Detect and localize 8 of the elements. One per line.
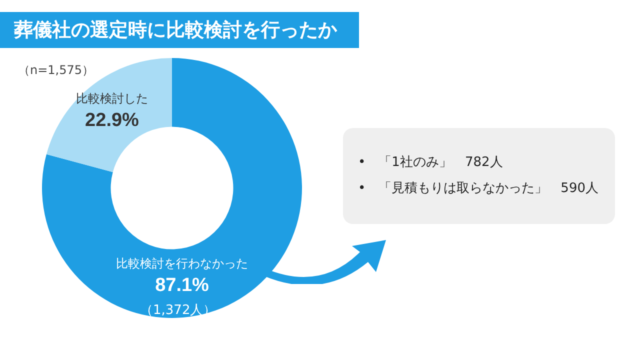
chart-title: 葬儀社の選定時に比較検討を行ったか	[0, 12, 359, 48]
data-label: 87.1%	[155, 274, 210, 296]
data-label: 22.9%	[85, 110, 140, 132]
slice-label: 比較検討を行わなかった	[116, 256, 248, 270]
text: • 「1社のみ」 782人	[358, 154, 503, 171]
text: （n=1,575）	[18, 62, 94, 79]
text: • 「見積もりは取らなかった」 590人	[358, 180, 598, 197]
slice-label: 比較検討した	[76, 92, 148, 106]
